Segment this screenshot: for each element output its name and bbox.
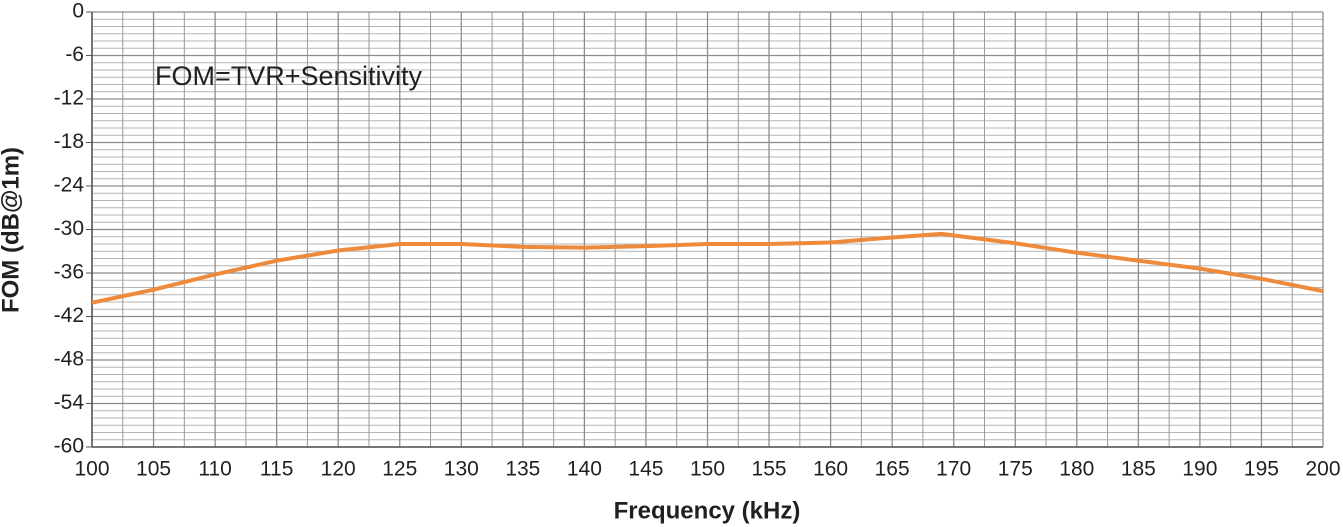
y-tick-label: -24 <box>54 174 85 197</box>
x-tick-label: 115 <box>260 458 293 481</box>
grid <box>91 11 1324 448</box>
x-tick-label: 145 <box>628 458 663 481</box>
y-tick-label: -18 <box>54 130 84 153</box>
y-tick-label: -54 <box>54 391 85 414</box>
x-tick-label: 120 <box>321 458 356 481</box>
data-line <box>91 231 1324 305</box>
x-tick-label: 140 <box>567 458 602 481</box>
x-tick-label: 125 <box>382 458 417 481</box>
annotation: FOM=TVR+Sensitivity <box>155 61 423 91</box>
x-tick-label: 175 <box>998 458 1033 481</box>
y-tick-label: -60 <box>54 435 84 458</box>
x-tick-label: 180 <box>1059 458 1094 481</box>
x-tick-label: 170 <box>936 458 971 481</box>
y-tick-label: -12 <box>54 87 84 110</box>
y-tick-label: -30 <box>54 217 84 240</box>
x-tick-label: 190 <box>1182 458 1217 481</box>
x-tick-label: 100 <box>74 458 109 481</box>
y-tick-label: -36 <box>54 261 84 284</box>
x-tick-label: 155 <box>752 458 787 481</box>
x-tick-label: 135 <box>505 458 540 481</box>
x-tick-label: 165 <box>875 458 910 481</box>
x-tick-label: 130 <box>444 458 479 481</box>
x-tick-label: 195 <box>1244 458 1279 481</box>
x-axis-title: Frequency (kHz) <box>614 497 801 524</box>
x-tick-label: 160 <box>813 458 848 481</box>
y-axis-title: FOM (dB@1m) <box>0 147 24 313</box>
x-tick-label: 200 <box>1305 458 1340 481</box>
x-tick-label: 150 <box>690 458 725 481</box>
y-tick-label: -6 <box>65 43 84 66</box>
y-tick-label: -42 <box>54 304 84 327</box>
y-tick-label: 0 <box>72 0 84 23</box>
x-tick-label: 105 <box>136 458 171 481</box>
x-tick-label: 110 <box>198 458 231 481</box>
x-tick-label: 185 <box>1121 458 1156 481</box>
y-tick-label: -48 <box>54 348 84 371</box>
